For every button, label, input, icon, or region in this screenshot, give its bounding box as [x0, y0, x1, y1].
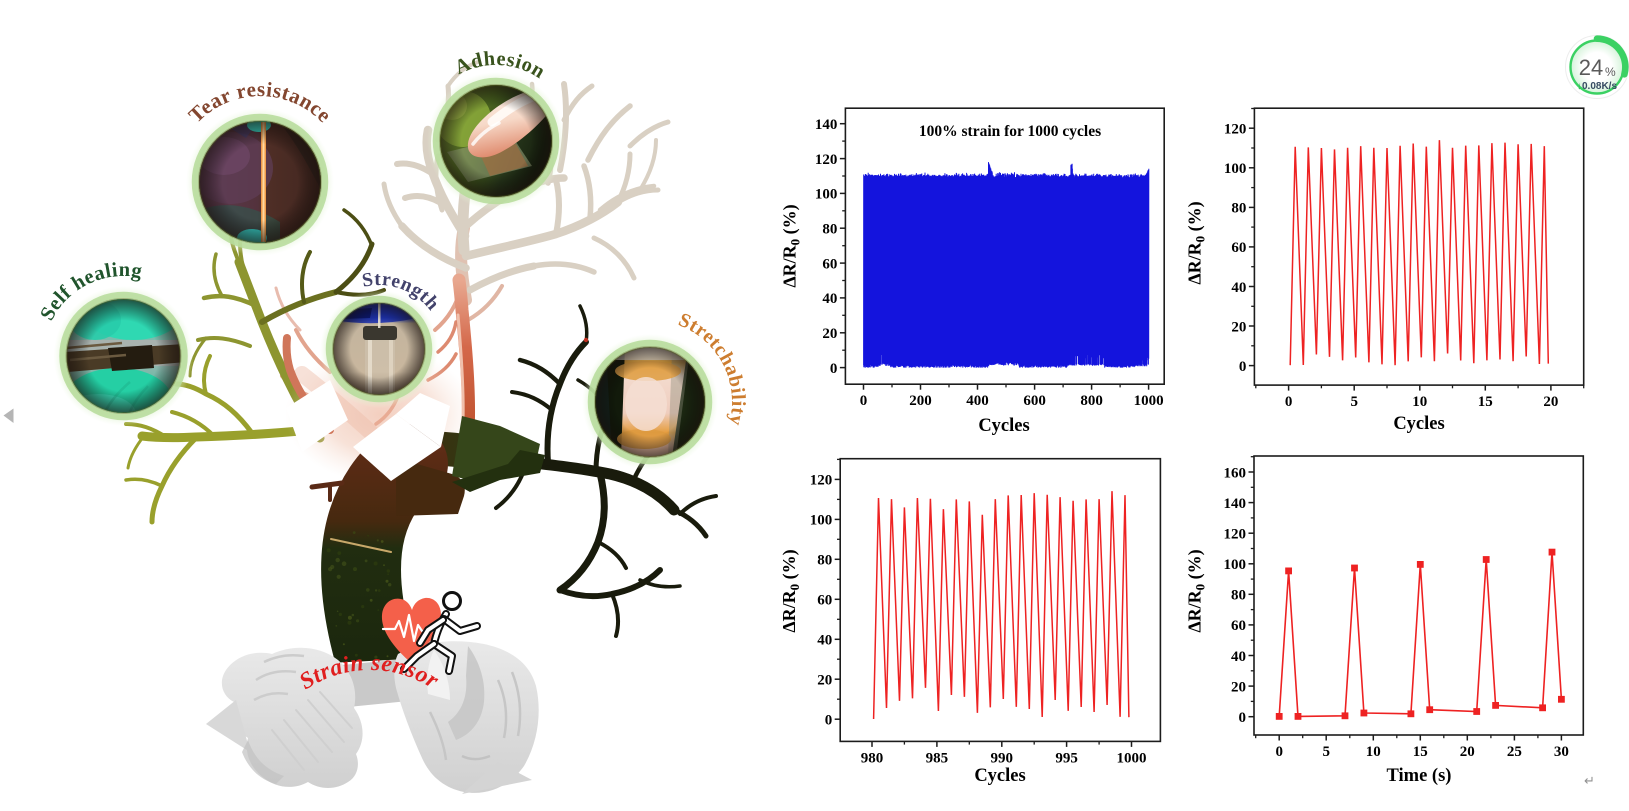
- svg-text:ΔR/R0 (%): ΔR/R0 (%): [1185, 201, 1208, 284]
- svg-text:100% strain for 1000 cycles: 100% strain for 1000 cycles: [919, 123, 1101, 140]
- svg-text:1000: 1000: [1117, 750, 1147, 766]
- svg-text:80: 80: [1231, 201, 1246, 217]
- svg-text:140: 140: [815, 117, 838, 133]
- svg-text:40: 40: [1231, 280, 1246, 296]
- svg-text:0: 0: [1285, 394, 1293, 410]
- svg-text:100: 100: [1224, 161, 1247, 177]
- svg-text:80: 80: [1231, 588, 1246, 604]
- svg-text:120: 120: [1224, 122, 1247, 138]
- svg-text:160: 160: [1224, 465, 1247, 481]
- svg-text:400: 400: [966, 393, 989, 409]
- svg-text:25: 25: [1507, 744, 1522, 760]
- svg-text:120: 120: [815, 152, 838, 168]
- svg-text:990: 990: [991, 750, 1014, 766]
- svg-text:↵: ↵: [1584, 773, 1595, 788]
- svg-text:100: 100: [1224, 557, 1247, 573]
- svg-text:80: 80: [817, 553, 832, 569]
- svg-text:0: 0: [860, 393, 868, 409]
- svg-text:60: 60: [1231, 618, 1246, 634]
- svg-text:20: 20: [1231, 319, 1246, 335]
- svg-text:15: 15: [1478, 394, 1493, 410]
- svg-text:995: 995: [1055, 750, 1078, 766]
- svg-text:0: 0: [1239, 359, 1247, 375]
- svg-text:ΔR/R0 (%): ΔR/R0 (%): [780, 204, 803, 287]
- svg-text:↓0.08K/s: ↓0.08K/s: [1577, 81, 1617, 92]
- svg-text:Cycles: Cycles: [1393, 414, 1444, 434]
- svg-text:600: 600: [1023, 393, 1046, 409]
- svg-text:980: 980: [861, 750, 884, 766]
- svg-text:985: 985: [926, 750, 949, 766]
- svg-text:20: 20: [1231, 679, 1246, 695]
- svg-text:5: 5: [1350, 394, 1358, 410]
- svg-text:120: 120: [810, 473, 833, 489]
- svg-text:20: 20: [1460, 744, 1475, 760]
- svg-text:0: 0: [1239, 710, 1247, 726]
- svg-text:24: 24: [1579, 55, 1603, 80]
- svg-text:10: 10: [1366, 744, 1381, 760]
- svg-text:10: 10: [1412, 394, 1427, 410]
- svg-text:100: 100: [810, 513, 833, 529]
- svg-text:40: 40: [822, 291, 837, 307]
- svg-text:800: 800: [1080, 393, 1103, 409]
- svg-text:15: 15: [1413, 744, 1428, 760]
- svg-text:1000: 1000: [1134, 393, 1164, 409]
- svg-text:20: 20: [822, 326, 837, 342]
- svg-text:ΔR/R0 (%): ΔR/R0 (%): [1185, 549, 1208, 632]
- svg-text:60: 60: [1231, 240, 1246, 256]
- svg-text:0: 0: [825, 713, 833, 729]
- svg-text:60: 60: [817, 593, 832, 609]
- svg-text:40: 40: [817, 633, 832, 649]
- svg-text:ΔR/R0 (%): ΔR/R0 (%): [779, 549, 802, 632]
- svg-text:80: 80: [822, 222, 837, 238]
- svg-text:0: 0: [1275, 744, 1283, 760]
- svg-text:140: 140: [1224, 496, 1247, 512]
- svg-text:5: 5: [1322, 744, 1330, 760]
- svg-text:30: 30: [1554, 744, 1569, 760]
- svg-text:120: 120: [1224, 527, 1247, 543]
- svg-text:Cycles: Cycles: [974, 766, 1025, 786]
- svg-text:Cycles: Cycles: [978, 416, 1029, 436]
- svg-text:20: 20: [1543, 394, 1558, 410]
- svg-text:40: 40: [1231, 649, 1246, 665]
- svg-text:Time (s): Time (s): [1387, 766, 1452, 786]
- svg-text:%: %: [1605, 65, 1616, 79]
- svg-text:20: 20: [817, 673, 832, 689]
- svg-text:200: 200: [909, 393, 932, 409]
- svg-text:60: 60: [822, 256, 837, 272]
- svg-text:0: 0: [830, 361, 838, 377]
- svg-text:100: 100: [815, 187, 838, 203]
